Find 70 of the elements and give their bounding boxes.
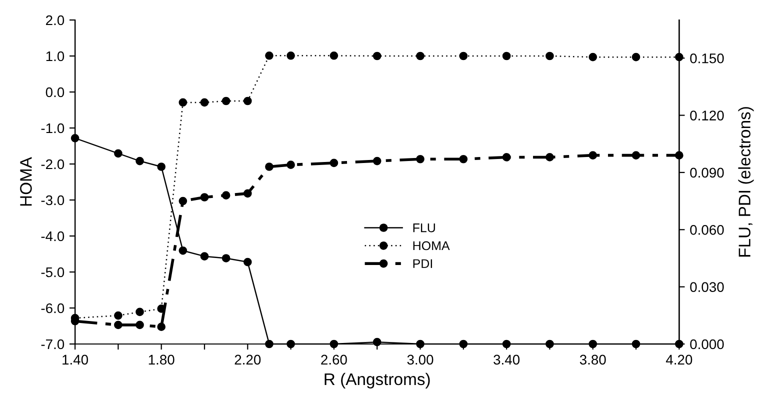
point (178, 196, 188, 206)
point (178, 98, 188, 107)
y2-tick-label: 0.090 (690, 168, 724, 178)
legend-label: PDI (413, 259, 432, 268)
point (243, 189, 252, 198)
point (502, 153, 511, 162)
point (114, 149, 122, 158)
point (416, 52, 424, 60)
point (546, 153, 554, 162)
point (136, 320, 144, 330)
point (330, 51, 338, 60)
x-tick-label: 2.20 (234, 354, 261, 365)
point (330, 158, 338, 168)
x-tick-label: 3.80 (580, 354, 606, 365)
legend-label: FLU (413, 224, 435, 232)
point (136, 156, 144, 166)
point (502, 52, 511, 60)
y-tick-label: 0.0 (46, 87, 64, 98)
y2-tick-label: 0.150 (690, 53, 724, 64)
point (200, 98, 209, 107)
point (459, 154, 468, 164)
y2-tick-label: 0.120 (690, 110, 724, 120)
point (372, 52, 382, 60)
y-tick-label: -6.0 (41, 303, 64, 314)
y2-axis-title: FLU, PDI (electrons) (738, 107, 754, 257)
y-tick-label: -5.0 (41, 267, 64, 278)
point (157, 162, 166, 171)
point (372, 156, 382, 166)
point (286, 51, 295, 60)
point (286, 160, 295, 170)
point (588, 151, 598, 160)
point (632, 52, 640, 62)
y-tick-label: -4.0 (41, 231, 64, 242)
point (114, 320, 122, 330)
point (459, 52, 468, 60)
y2-tick-label: 0.030 (690, 282, 724, 292)
point (222, 191, 230, 200)
point (265, 162, 274, 171)
y-tick-label: 2.0 (46, 15, 64, 26)
y-axis-title: HOMA (20, 157, 32, 206)
point (546, 52, 554, 60)
x-tick-label: 1.80 (148, 354, 174, 365)
x-axis-title: R (Angstroms) (324, 372, 430, 388)
x-tick-label: 3.00 (407, 354, 434, 365)
point (136, 308, 144, 316)
x-tick-label: 2.60 (321, 354, 347, 365)
point (114, 311, 122, 320)
y-tick-label: -1.0 (41, 123, 64, 134)
x-tick-label: 4.20 (666, 354, 692, 365)
point (178, 246, 188, 255)
x-tick-label: 3.40 (494, 354, 520, 365)
point (243, 258, 252, 266)
x-tick-label: 1.40 (62, 354, 88, 365)
point (200, 252, 209, 260)
point (222, 254, 230, 262)
point (265, 51, 274, 60)
y-tick-label: -7.0 (41, 339, 64, 350)
point (200, 193, 209, 202)
y2-tick-label: 0.000 (690, 339, 724, 350)
point (588, 52, 598, 62)
legend-label: HOMA (413, 241, 450, 250)
y-tick-label: -2.0 (41, 159, 64, 170)
y2-tick-label: 0.060 (690, 224, 724, 235)
point (157, 322, 166, 332)
point (222, 96, 230, 106)
point (416, 154, 424, 164)
point (632, 151, 640, 160)
y-tick-label: 1.0 (46, 51, 64, 62)
y-tick-label: -3.0 (41, 195, 64, 206)
point (243, 96, 252, 106)
